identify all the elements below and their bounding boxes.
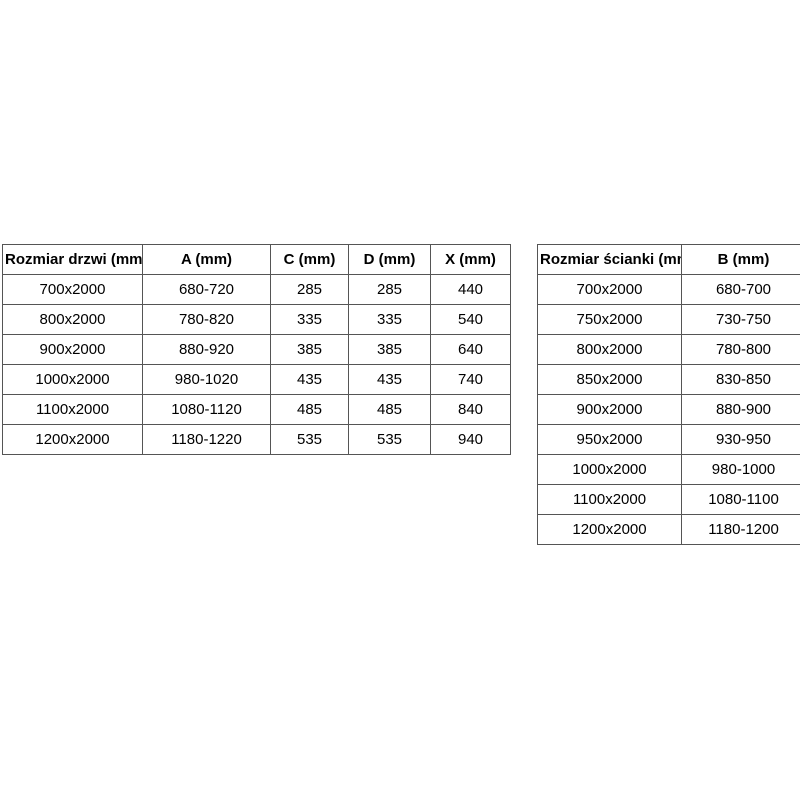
table-cell: 335 (270, 304, 349, 335)
table-cell: 800x2000 (2, 304, 143, 335)
table-header-cell: C (mm) (270, 244, 349, 275)
table-header-row: Rozmiar drzwi (mm) A (mm) C (mm) D (mm) X (m… (2, 244, 511, 275)
table-cell: 930-950 (681, 424, 800, 455)
table-cell: 880-900 (681, 394, 800, 425)
table-row: 1000x2000 980-1020 435 435 740 (2, 364, 511, 395)
table-cell: 1180-1200 (681, 514, 800, 545)
table-row: 950x2000 930-950 (537, 424, 800, 455)
table-cell: 435 (348, 364, 431, 395)
table-cell: 880-920 (142, 334, 271, 365)
table-cell: 900x2000 (537, 394, 682, 425)
table-cell: 900x2000 (2, 334, 143, 365)
table-cell: 535 (348, 424, 431, 455)
table-header-cell: X (mm) (430, 244, 511, 275)
table-cell: 800x2000 (537, 334, 682, 365)
table-cell: 700x2000 (537, 274, 682, 305)
table-row: 700x2000 680-720 285 285 440 (2, 274, 511, 305)
table-row: 1000x2000 980-1000 (537, 454, 800, 485)
table-row: 700x2000 680-700 (537, 274, 800, 305)
table-cell: 940 (430, 424, 511, 455)
table-cell: 1180-1220 (142, 424, 271, 455)
table-cell: 1200x2000 (537, 514, 682, 545)
table-row: 1100x2000 1080-1120 485 485 840 (2, 394, 511, 425)
table-cell: 680-720 (142, 274, 271, 305)
table-cell: 1200x2000 (2, 424, 143, 455)
table-cell: 980-1000 (681, 454, 800, 485)
table-cell: 680-700 (681, 274, 800, 305)
table-row: 1100x2000 1080-1100 (537, 484, 800, 515)
table-cell: 740 (430, 364, 511, 395)
table-cell: 485 (348, 394, 431, 425)
table-cell: 435 (270, 364, 349, 395)
table-cell: 540 (430, 304, 511, 335)
table-cell: 535 (270, 424, 349, 455)
table-cell: 385 (348, 334, 431, 365)
table-row: 750x2000 730-750 (537, 304, 800, 335)
table-cell: 840 (430, 394, 511, 425)
table-cell: 385 (270, 334, 349, 365)
table-cell: 1080-1100 (681, 484, 800, 515)
table-cell: 850x2000 (537, 364, 682, 395)
table-cell: 750x2000 (537, 304, 682, 335)
table-header-cell: A (mm) (142, 244, 271, 275)
table-cell: 700x2000 (2, 274, 143, 305)
table-cell: 730-750 (681, 304, 800, 335)
table-header-cell: Rozmiar ścianki (mm) (537, 244, 682, 275)
table-cell: 950x2000 (537, 424, 682, 455)
table-header-cell: D (mm) (348, 244, 431, 275)
table-cell: 1000x2000 (537, 454, 682, 485)
table-cell: 780-820 (142, 304, 271, 335)
table-cell: 485 (270, 394, 349, 425)
table-row: 900x2000 880-920 385 385 640 (2, 334, 511, 365)
door-sizes-table: Rozmiar drzwi (mm) A (mm) C (mm) D (mm) X (m… (2, 244, 511, 455)
table-cell: 335 (348, 304, 431, 335)
table-header-row: Rozmiar ścianki (mm) B (mm) (537, 244, 800, 275)
table-header-cell: Rozmiar drzwi (mm) (2, 244, 143, 275)
table-cell: 440 (430, 274, 511, 305)
table-cell: 980-1020 (142, 364, 271, 395)
table-row: 1200x2000 1180-1200 (537, 514, 800, 545)
table-cell: 830-850 (681, 364, 800, 395)
table-cell: 1100x2000 (2, 394, 143, 425)
wall-sizes-table: Rozmiar ścianki (mm) B (mm) 700x2000 680-70… (537, 244, 800, 545)
table-cell: 640 (430, 334, 511, 365)
table-row: 850x2000 830-850 (537, 364, 800, 395)
table-cell: 285 (270, 274, 349, 305)
table-row: 800x2000 780-800 (537, 334, 800, 365)
table-row: 1200x2000 1180-1220 535 535 940 (2, 424, 511, 455)
table-cell: 780-800 (681, 334, 800, 365)
table-cell: 285 (348, 274, 431, 305)
table-cell: 1000x2000 (2, 364, 143, 395)
table-cell: 1100x2000 (537, 484, 682, 515)
table-header-cell: B (mm) (681, 244, 800, 275)
table-row: 900x2000 880-900 (537, 394, 800, 425)
table-cell: 1080-1120 (142, 394, 271, 425)
table-row: 800x2000 780-820 335 335 540 (2, 304, 511, 335)
